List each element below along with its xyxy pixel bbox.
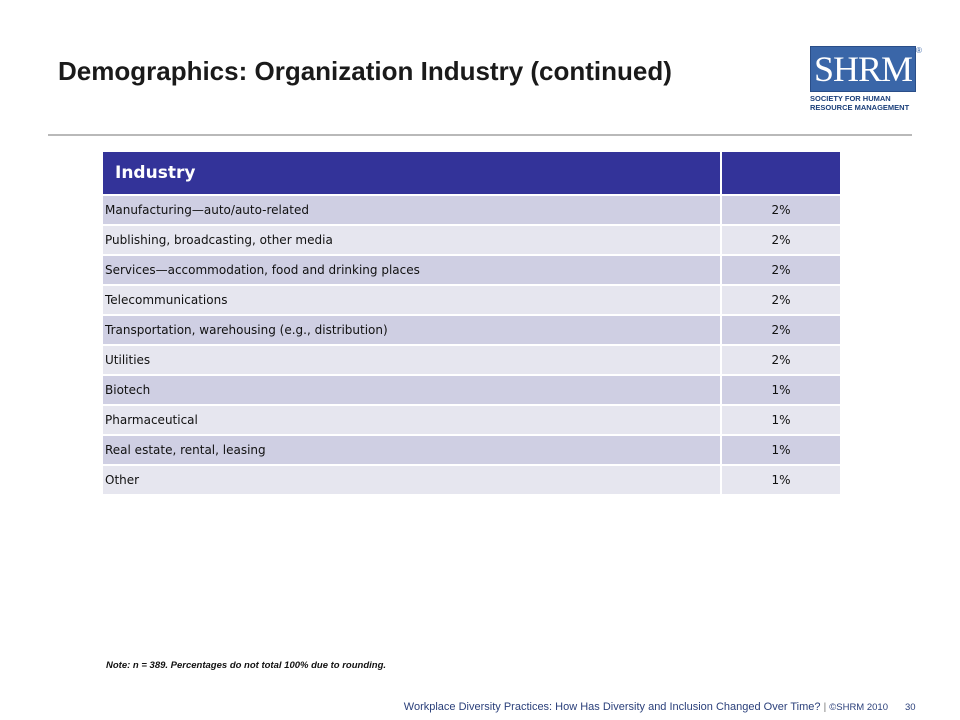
industry-cell: Publishing, broadcasting, other media — [103, 224, 721, 255]
table-row: Services—accommodation, food and drinkin… — [103, 254, 840, 285]
logo-wordmark: SHRM — [813, 49, 913, 89]
industry-cell: Telecommunications — [103, 284, 721, 315]
footer-separator: | — [823, 702, 827, 713]
industry-cell: Transportation, warehousing (e.g., distr… — [103, 314, 721, 345]
footer-report-title: Workplace Diversity Practices: How Has D… — [403, 701, 821, 713]
footer: Workplace Diversity Practices: How Has D… — [404, 701, 888, 713]
table-row: Biotech 1% — [103, 374, 840, 405]
percent-cell: 2% — [720, 224, 840, 255]
logo-subtitle-line-1: SOCIETY FOR HUMAN — [810, 94, 891, 103]
slide-title: Demographics: Organization Industry (con… — [58, 56, 672, 86]
percent-cell: 2% — [720, 344, 840, 375]
percent-cell: 2% — [720, 254, 840, 285]
table-row: Pharmaceutical 1% — [103, 404, 840, 435]
industry-cell: Pharmaceutical — [103, 404, 721, 435]
percent-cell: 1% — [720, 374, 840, 405]
table-row: Transportation, warehousing (e.g., distr… — [103, 314, 840, 345]
title-divider — [48, 134, 912, 136]
footer-copyright: ©SHRM 2010 — [829, 702, 888, 713]
logo-registered-mark: ® — [916, 46, 922, 55]
percent-cell: 1% — [720, 464, 840, 494]
table-row: Telecommunications 2% — [103, 284, 840, 315]
logo-box: SHRM — [810, 46, 916, 92]
table-body: Manufacturing—auto/auto-related 2% Publish… — [103, 194, 840, 494]
percent-cell: 2% — [720, 284, 840, 315]
table-header-row: Industry — [103, 152, 840, 195]
table-note: Note: n = 389. Percentages do not total … — [106, 660, 387, 671]
industry-cell: Services—accommodation, food and drinkin… — [103, 254, 721, 285]
shrm-logo: SHRM ® SOCIETY FOR HUMAN RESOURCE MANAGE… — [810, 46, 922, 118]
table-row: Publishing, broadcasting, other media 2% — [103, 224, 840, 255]
industry-cell: Real estate, rental, leasing — [103, 434, 721, 465]
table-row: Other 1% — [103, 464, 840, 494]
percent-column-header — [720, 152, 840, 195]
logo-subtitle-line-2: RESOURCE MANAGEMENT — [810, 103, 910, 112]
table-row: Real estate, rental, leasing 1% — [103, 434, 840, 465]
percent-cell: 2% — [720, 194, 840, 225]
percent-cell: 1% — [720, 434, 840, 465]
industry-column-header: Industry — [103, 152, 721, 195]
page-number: 30 — [905, 702, 916, 713]
table-row: Utilities 2% — [103, 344, 840, 375]
industry-table: Industry Manufacturing—auto/auto-related… — [103, 152, 840, 494]
logo-subtitle: SOCIETY FOR HUMAN RESOURCE MANAGEMENT — [810, 94, 920, 112]
industry-cell: Utilities — [103, 344, 721, 375]
industry-cell: Biotech — [103, 374, 721, 405]
percent-cell: 2% — [720, 314, 840, 345]
percent-cell: 1% — [720, 404, 840, 435]
industry-cell: Manufacturing—auto/auto-related — [103, 194, 721, 225]
table-row: Manufacturing—auto/auto-related 2% — [103, 194, 840, 225]
industry-cell: Other — [103, 464, 721, 494]
